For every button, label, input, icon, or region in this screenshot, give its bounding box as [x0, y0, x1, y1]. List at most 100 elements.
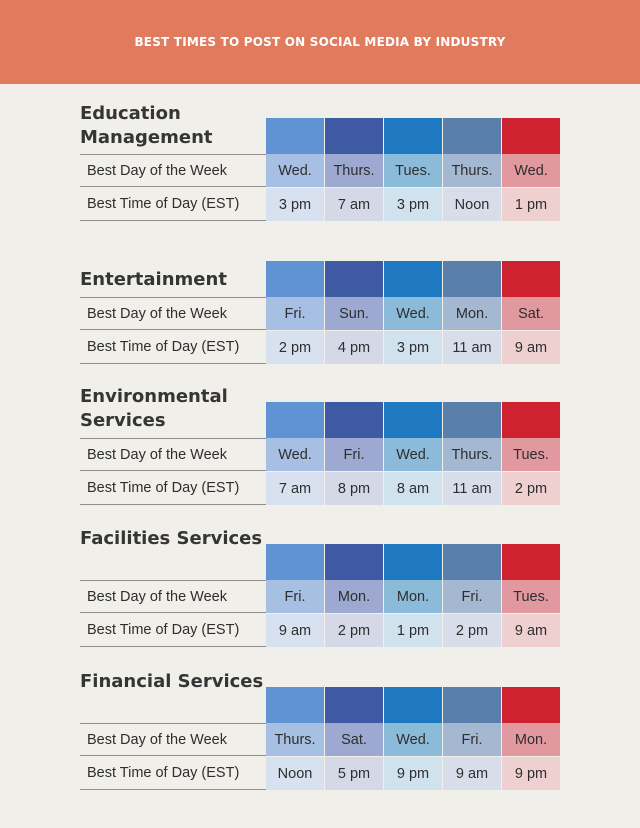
time-cell: 8 pm	[325, 472, 383, 505]
industry-section: Entertainment Best Day of the Week Fri. …	[0, 261, 640, 383]
platform-color-cell	[266, 687, 324, 723]
platform-color-cell	[502, 118, 560, 154]
time-cell: 9 pm	[384, 757, 442, 790]
platform-color-cell	[325, 118, 383, 154]
platform-color-cell	[266, 261, 324, 297]
time-cell: 9 am	[502, 331, 560, 364]
platform-color-row	[266, 261, 561, 297]
time-cell: 3 pm	[384, 188, 442, 221]
time-cell: 11 am	[443, 331, 501, 364]
platform-color-cell	[502, 687, 560, 723]
time-cell: 9 am	[502, 614, 560, 647]
time-cell: 3 pm	[266, 188, 324, 221]
day-cell: Wed.	[266, 438, 324, 471]
industry-title: Facilities Services	[80, 528, 263, 549]
platform-color-cell	[384, 118, 442, 154]
platform-color-cell	[502, 402, 560, 438]
row-label: Best Day of the Week	[80, 438, 266, 471]
platform-color-cell	[443, 118, 501, 154]
platform-color-cell	[384, 261, 442, 297]
platform-color-cell	[443, 402, 501, 438]
day-cell: Wed.	[266, 154, 324, 187]
time-cell: 2 pm	[325, 614, 383, 647]
industry-section: Environmental Services Best Day of the W…	[0, 385, 640, 505]
day-cell: Sat.	[502, 297, 560, 330]
best-time-row: Best Time of Day (EST) 7 am 8 pm 8 am 11…	[80, 472, 561, 505]
best-day-row: Best Day of the Week Wed. Thurs. Tues. T…	[80, 154, 561, 187]
time-cell: 11 am	[443, 472, 501, 505]
industry-title: Environmental Services	[80, 386, 228, 431]
time-cell: 8 am	[384, 472, 442, 505]
day-cell: Wed.	[384, 723, 442, 756]
time-cell: 9 pm	[502, 757, 560, 790]
time-cell: Noon	[443, 188, 501, 221]
day-cell: Thurs.	[443, 438, 501, 471]
day-cell: Mon.	[384, 580, 442, 613]
best-day-row: Best Day of the Week Wed. Fri. Wed. Thur…	[80, 438, 561, 471]
platform-color-cell	[443, 687, 501, 723]
platform-color-cell	[325, 402, 383, 438]
time-cell: 2 pm	[443, 614, 501, 647]
day-cell: Mon.	[325, 580, 383, 613]
platform-color-cell	[325, 544, 383, 580]
best-day-row: Best Day of the Week Fri. Mon. Mon. Fri.…	[80, 580, 561, 613]
day-cell: Wed.	[384, 297, 442, 330]
time-cell: 4 pm	[325, 331, 383, 364]
row-label: Best Time of Day (EST)	[80, 188, 266, 221]
time-cell: 1 pm	[502, 188, 560, 221]
time-cell: 3 pm	[384, 331, 442, 364]
row-label: Best Day of the Week	[80, 154, 266, 187]
best-time-row: Best Time of Day (EST) Noon 5 pm 9 pm 9 …	[80, 757, 561, 790]
day-cell: Fri.	[443, 580, 501, 613]
platform-color-row	[266, 402, 561, 438]
platform-color-cell	[384, 544, 442, 580]
row-label: Best Time of Day (EST)	[80, 614, 266, 647]
row-label: Best Day of the Week	[80, 580, 266, 613]
platform-color-cell	[325, 687, 383, 723]
platform-color-cell	[443, 544, 501, 580]
platform-color-cell	[502, 544, 560, 580]
time-cell: 1 pm	[384, 614, 442, 647]
platform-color-cell	[502, 261, 560, 297]
time-cell: 7 am	[325, 188, 383, 221]
day-cell: Tues.	[384, 154, 442, 187]
platform-color-cell	[443, 261, 501, 297]
row-label: Best Time of Day (EST)	[80, 757, 266, 790]
row-label: Best Day of the Week	[80, 297, 266, 330]
platform-color-cell	[325, 261, 383, 297]
platform-color-row	[266, 118, 561, 154]
row-label: Best Time of Day (EST)	[80, 331, 266, 364]
best-time-row: Best Time of Day (EST) 9 am 2 pm 1 pm 2 …	[80, 614, 561, 647]
page-title: BEST TIMES TO POST ON SOCIAL MEDIA BY IN…	[134, 35, 506, 49]
day-cell: Fri.	[266, 297, 324, 330]
time-cell: 2 pm	[502, 472, 560, 505]
day-cell: Wed.	[502, 154, 560, 187]
platform-color-cell	[266, 402, 324, 438]
day-cell: Thurs.	[325, 154, 383, 187]
time-cell: Noon	[266, 757, 324, 790]
platform-color-cell	[266, 118, 324, 154]
industry-title: Entertainment	[80, 269, 227, 290]
day-cell: Mon.	[443, 297, 501, 330]
industry-section: Facilities Services Best Day of the Week…	[0, 527, 640, 647]
day-cell: Fri.	[266, 580, 324, 613]
day-cell: Sun.	[325, 297, 383, 330]
day-cell: Tues.	[502, 580, 560, 613]
time-cell: 5 pm	[325, 757, 383, 790]
best-time-row: Best Time of Day (EST) 2 pm 4 pm 3 pm 11…	[80, 331, 561, 364]
day-cell: Mon.	[502, 723, 560, 756]
platform-color-cell	[384, 687, 442, 723]
platform-color-row	[266, 544, 561, 580]
industry-section: Financial Services Best Day of the Week …	[0, 670, 640, 790]
industry-title: Financial Services	[80, 671, 264, 692]
day-cell: Sat.	[325, 723, 383, 756]
time-cell: 9 am	[266, 614, 324, 647]
row-label: Best Time of Day (EST)	[80, 472, 266, 505]
day-cell: Fri.	[325, 438, 383, 471]
time-cell: 7 am	[266, 472, 324, 505]
day-cell: Tues.	[502, 438, 560, 471]
day-cell: Fri.	[443, 723, 501, 756]
day-cell: Thurs.	[266, 723, 324, 756]
time-cell: 2 pm	[266, 331, 324, 364]
industry-title: Education Management	[80, 103, 213, 148]
